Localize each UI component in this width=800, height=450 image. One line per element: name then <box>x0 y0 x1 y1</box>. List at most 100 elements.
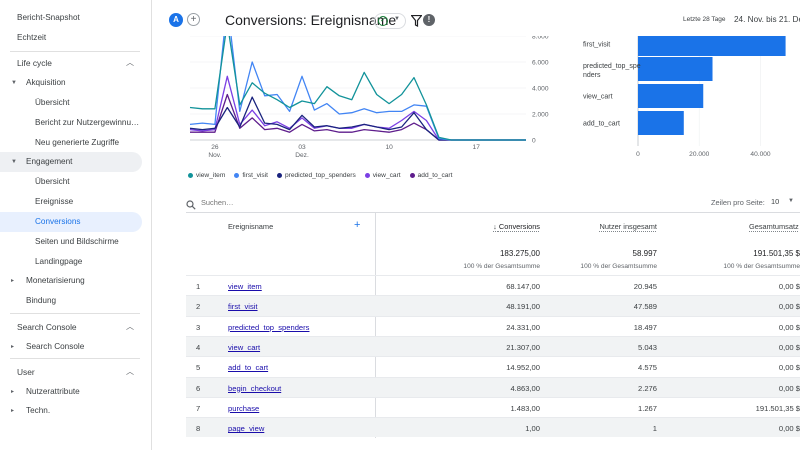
column-header-total-revenue[interactable]: Gesamtumsatz <box>749 222 799 231</box>
caret-right-icon: ▸ <box>11 344 15 350</box>
column-header-conversions[interactable]: ↓ Conversions <box>440 222 540 231</box>
report-header: A + Conversions: Ereignisname ✓ ▼ ! Letz… <box>152 0 800 40</box>
table-search-input[interactable] <box>201 195 351 209</box>
add-dimension-button[interactable]: + <box>354 219 361 231</box>
legend-item[interactable]: view_cart <box>364 172 401 179</box>
cell-conversions: 24.331,00 <box>506 322 540 332</box>
event-name-link[interactable]: predicted_top_spenders <box>228 322 310 332</box>
x-tick-month: Nov. <box>208 152 221 159</box>
event-name-link[interactable]: view_item <box>228 282 262 291</box>
bar-predicted-top-spenders[interactable] <box>638 57 713 81</box>
column-header-total-users[interactable]: Nutzer insgesamt <box>599 222 657 231</box>
section-lifecycle[interactable]: Life cycle ︿ <box>0 53 151 73</box>
event-name-link[interactable]: add_to_cart <box>228 363 269 373</box>
section-search-console[interactable]: Search Console ︿ <box>0 317 151 337</box>
event-name-link[interactable]: page_view <box>228 424 265 434</box>
legend-item[interactable]: view_item <box>188 172 225 179</box>
cell-conversions: 21.307,00 <box>506 342 540 352</box>
cell-total-revenue: 0,00 $ <box>778 363 800 373</box>
x-tick-label: 0 <box>636 151 640 158</box>
cell-conversions: 4.863,00 <box>510 383 540 393</box>
row-index: 3 <box>196 322 201 332</box>
page-title: Conversions: Ereignisname <box>225 12 397 28</box>
sidebar-item-events[interactable]: Ereignisse <box>35 197 74 206</box>
sidebar-item-retention[interactable]: Bindung <box>26 296 57 305</box>
sidebar-item-realtime[interactable]: Echtzeit <box>17 33 47 42</box>
sidebar-item-report-snapshot[interactable]: Bericht-Snapshot <box>17 13 80 22</box>
event-name-link[interactable]: first_visit <box>228 302 258 312</box>
cell-total-users: 47.589 <box>633 302 657 312</box>
report-status-dropdown[interactable]: ✓ ▼ <box>374 13 406 29</box>
event-name-link[interactable]: view_cart <box>228 342 261 352</box>
add-comparison-button[interactable]: + <box>187 13 200 26</box>
series-line-view-item[interactable] <box>189 36 526 141</box>
table-toolbar: Zeilen pro Seite: 10 ▼ <box>186 193 800 213</box>
filter-icon[interactable] <box>410 14 423 32</box>
info-icon[interactable]: ! <box>423 14 435 26</box>
bar-view-cart[interactable] <box>638 84 704 108</box>
bar-category-label: add_to_cart <box>583 121 620 128</box>
sidebar-item-pages-screens[interactable]: Seiten und Bildschirme <box>35 237 119 246</box>
rows-per-page-label: Zeilen pro Seite: <box>711 198 765 207</box>
date-range-picker[interactable]: 24. Nov. bis 21. Dez. <box>734 15 800 24</box>
cell-total-users: 18.497 <box>633 322 657 332</box>
row-index: 4 <box>196 342 201 352</box>
column-header-label: Conversions <box>498 222 540 231</box>
table-column-divider <box>375 213 376 438</box>
sidebar-group-tech[interactable]: ▸ Techn. <box>0 401 151 421</box>
x-tick-month: Dez. <box>295 152 309 159</box>
rows-per-page-select[interactable]: 10 ▼ <box>769 196 800 209</box>
cell-total-revenue: 0,00 $ <box>778 302 800 312</box>
total-users-pct: 100 % der Gesamtsumme <box>580 263 657 270</box>
sidebar-group-engagement[interactable]: ▼ Engagement <box>0 152 142 172</box>
y-tick-label: 0 <box>532 138 536 145</box>
sidebar-item-engagement-overview[interactable]: Übersicht <box>35 177 70 186</box>
series-line-add-to-cart[interactable] <box>190 93 526 141</box>
section-user-label: User <box>17 367 35 377</box>
total-conversions: 183.275,00 <box>499 249 540 258</box>
table-row: 8 page_view 1,00 1 0,00 $ <box>186 417 800 438</box>
bar-first-visit[interactable] <box>638 36 786 56</box>
cell-total-users: 1 <box>652 424 657 434</box>
cell-total-revenue: 0,00 $ <box>778 282 800 291</box>
sidebar-group-monetization[interactable]: ▸ Monetarisierung <box>0 271 151 291</box>
sidebar-group-acquisition[interactable]: ▼ Akquisition <box>0 73 151 93</box>
column-header-event-name[interactable]: Ereignisname <box>228 222 274 231</box>
cell-total-revenue: 0,00 $ <box>778 383 800 393</box>
section-user[interactable]: User ︿ <box>0 362 151 382</box>
sidebar-group-label: Monetarisierung <box>26 276 85 285</box>
x-tick-label: 03 <box>298 144 306 151</box>
sidebar-divider <box>10 313 140 314</box>
sidebar-item-traffic-acquisition[interactable]: Neu generierte Zugriffe <box>35 138 120 147</box>
legend-label: first_visit <box>242 172 268 180</box>
event-name-link[interactable]: purchase <box>228 403 260 413</box>
legend-swatch <box>234 173 240 179</box>
sidebar-item-landing-page[interactable]: Landingpage <box>35 257 83 266</box>
row-index: 6 <box>196 383 201 393</box>
cell-conversions: 48.191,00 <box>506 302 540 312</box>
sidebar-group-search-console[interactable]: ▸ Search Console <box>0 337 151 357</box>
sidebar-item-acquisition-overview[interactable]: Übersicht <box>35 98 70 107</box>
sort-arrow-down-icon: ↓ <box>493 222 499 231</box>
sidebar-item-conversions[interactable]: Conversions <box>0 212 142 232</box>
search-icon <box>186 197 196 215</box>
event-name-link[interactable]: begin_checkout <box>228 383 282 393</box>
caret-down-icon: ▼ <box>11 80 17 86</box>
caret-right-icon: ▸ <box>11 278 15 284</box>
cell-total-revenue: 0,00 $ <box>778 322 800 332</box>
legend-item[interactable]: predicted_top_spenders <box>276 172 356 179</box>
table-row: 1 view_item 68.147,00 20.945 0,00 $ <box>186 275 800 295</box>
comparison-avatar[interactable]: A <box>169 13 183 27</box>
cell-total-users: 5.043 <box>637 342 657 352</box>
table-divider <box>186 212 800 213</box>
bar-add-to-cart[interactable] <box>638 111 684 135</box>
legend-swatch <box>188 173 193 179</box>
legend-item[interactable]: first_visit <box>234 172 268 179</box>
legend-item[interactable]: add_to_cart <box>409 172 453 180</box>
sidebar-group-user-attributes[interactable]: ▸ Nutzerattribute <box>0 382 151 402</box>
bar-category-label: first_visit <box>583 42 610 49</box>
sidebar-item-user-acquisition[interactable]: Bericht zur Nutzergewinnu… <box>35 118 140 127</box>
legend-label: add_to_cart <box>417 172 453 180</box>
table-row: 6 begin_checkout 4.863,00 2.276 0,00 $ <box>186 376 800 397</box>
